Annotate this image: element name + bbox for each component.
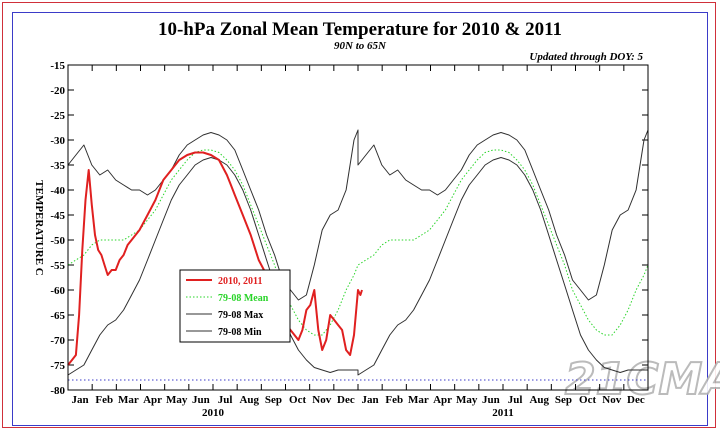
chart-title: 10-hPa Zonal Mean Temperature for 2010 &…: [158, 19, 562, 40]
x-tick-label: Dec: [627, 394, 645, 406]
y-tick-label: -20: [50, 85, 65, 97]
watermark: 21CMA: [565, 354, 720, 405]
x-tick-label: Mar: [408, 394, 429, 406]
plot-frame: [67, 64, 649, 391]
x-tick-label: Apr: [143, 394, 162, 406]
axis-ticks: -15 -20 -25 -30 -35 -40 -45 -50 -55 -60 -65 -70 -75 -…: [50, 60, 648, 419]
x-tick-label: Oct: [289, 394, 306, 406]
x-tick-label: Mar: [118, 394, 139, 406]
y-tick-label: -75: [50, 360, 65, 372]
y-tick-label: -80: [50, 385, 65, 397]
year-label: 2011: [492, 407, 513, 419]
y-tick-label: -45: [50, 210, 65, 222]
x-tick-label: Jan: [362, 394, 379, 406]
x-tick-label: Oct: [579, 394, 596, 406]
year-label: 2010: [202, 407, 225, 419]
x-tick-label: Apr: [433, 394, 452, 406]
x-tick-label: Jan: [72, 394, 89, 406]
x-tick-label: Sep: [265, 394, 282, 406]
x-tick-label: Dec: [337, 394, 355, 406]
y-tick-label: -35: [50, 160, 65, 172]
y-tick-label: -60: [50, 285, 65, 297]
x-tick-label: Feb: [385, 394, 403, 406]
legend-label: 2010, 2011: [218, 276, 262, 287]
x-tick-label: Jul: [508, 394, 523, 406]
legend-label: 79-08 Min: [218, 327, 262, 338]
series-line-79-08-min: [67, 157, 648, 376]
x-tick-label: Feb: [95, 394, 113, 406]
y-axis-label: TEMPERATURE C: [33, 180, 45, 275]
outer-frame: [2, 2, 716, 428]
legend-box: [179, 269, 291, 343]
y-tick-label: -30: [50, 135, 65, 147]
y-tick-label: -15: [50, 60, 65, 72]
y-tick-label: -70: [50, 335, 65, 347]
x-tick-label: May: [166, 394, 188, 406]
x-tick-label: Aug: [529, 394, 549, 406]
inner-frame: [12, 12, 708, 426]
series-line-2010-2011: [67, 151, 363, 366]
x-tick-label: May: [456, 394, 478, 406]
x-tick-label: Nov: [312, 394, 331, 406]
x-tick-label: Aug: [239, 394, 259, 406]
x-tick-label: Jun: [482, 394, 500, 406]
series-line-79-08-mean: [67, 149, 649, 336]
y-tick-label: -50: [50, 235, 65, 247]
update-note: Updated through DOY: 5: [529, 51, 643, 63]
legend: 2010, 2011 79-08 Mean 79-08 Max 79-08 Min: [179, 269, 291, 343]
x-tick-label: Jun: [192, 394, 210, 406]
y-tick-label: -65: [50, 310, 65, 322]
chart-subtitle: 90N to 65N: [334, 40, 387, 52]
x-tick-label: Nov: [602, 394, 621, 406]
legend-label: 79-08 Mean: [218, 293, 269, 304]
legend-label: 79-08 Max: [218, 310, 263, 321]
series-layer: [67, 129, 649, 376]
y-tick-label: -55: [50, 260, 65, 272]
y-tick-label: -25: [50, 110, 65, 122]
x-tick-label: Jul: [218, 394, 233, 406]
y-tick-label: -40: [50, 185, 65, 197]
x-tick-label: Sep: [555, 394, 572, 406]
